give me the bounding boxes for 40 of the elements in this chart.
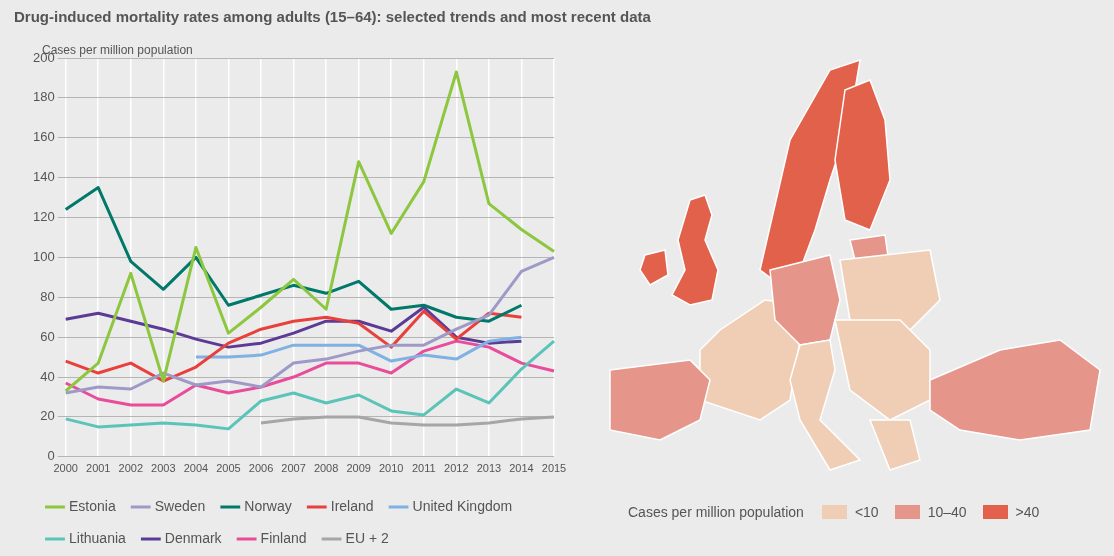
x-tick-label: 2007	[281, 462, 306, 475]
legend-label: United Kingdom	[412, 497, 513, 514]
y-tick-label: 180	[32, 89, 55, 105]
y-tick-label: 140	[32, 169, 55, 185]
category-label: <10	[854, 504, 879, 520]
legend-label: Norway	[244, 497, 292, 514]
x-tick-label: 2009	[346, 462, 371, 475]
x-tick-label: 2010	[378, 462, 404, 475]
x-tick-label: 2000	[53, 462, 78, 475]
x-tick-label: 2006	[248, 462, 274, 475]
legend-label: Denmark	[164, 529, 223, 546]
legend-label: Finland	[260, 529, 307, 546]
legend-label: Ireland	[330, 497, 374, 514]
legend-title: Cases per million population	[628, 504, 804, 520]
x-tick-label: 2002	[118, 462, 144, 475]
x-tick-label: 2001	[86, 462, 111, 475]
y-tick-label: 0	[47, 448, 55, 464]
category-label: 10–40	[927, 504, 967, 520]
y-tick-label: 80	[40, 288, 55, 304]
x-tick-label: 2004	[183, 462, 209, 475]
legend-label: Estonia	[69, 497, 116, 514]
y-tick-label: 60	[40, 328, 55, 344]
x-tick-label: 2014	[509, 462, 534, 475]
y-tick-label: 100	[32, 248, 55, 264]
y-tick-label: 120	[32, 209, 55, 225]
legend-label: Sweden	[154, 497, 206, 514]
x-tick-label: 2013	[476, 462, 502, 475]
category-label: >40	[1015, 504, 1040, 520]
y-tick-label: 160	[32, 129, 55, 145]
x-tick-label: 2008	[313, 462, 339, 475]
legend-label: EU + 2	[345, 529, 389, 546]
x-tick-label: 2005	[216, 462, 241, 475]
y-tick-label: 20	[40, 408, 55, 424]
y-tick-label: 40	[40, 368, 55, 384]
x-tick-label: 2003	[151, 462, 176, 475]
x-tick-label: 2012	[444, 462, 469, 475]
x-tick-label: 2015	[541, 462, 567, 475]
chart-title: Drug-induced mortality rates among adults (15–64): selected trends and most recent data	[14, 8, 652, 25]
legend-label: Lithuania	[69, 529, 127, 546]
x-tick-label: 2011	[411, 462, 436, 475]
